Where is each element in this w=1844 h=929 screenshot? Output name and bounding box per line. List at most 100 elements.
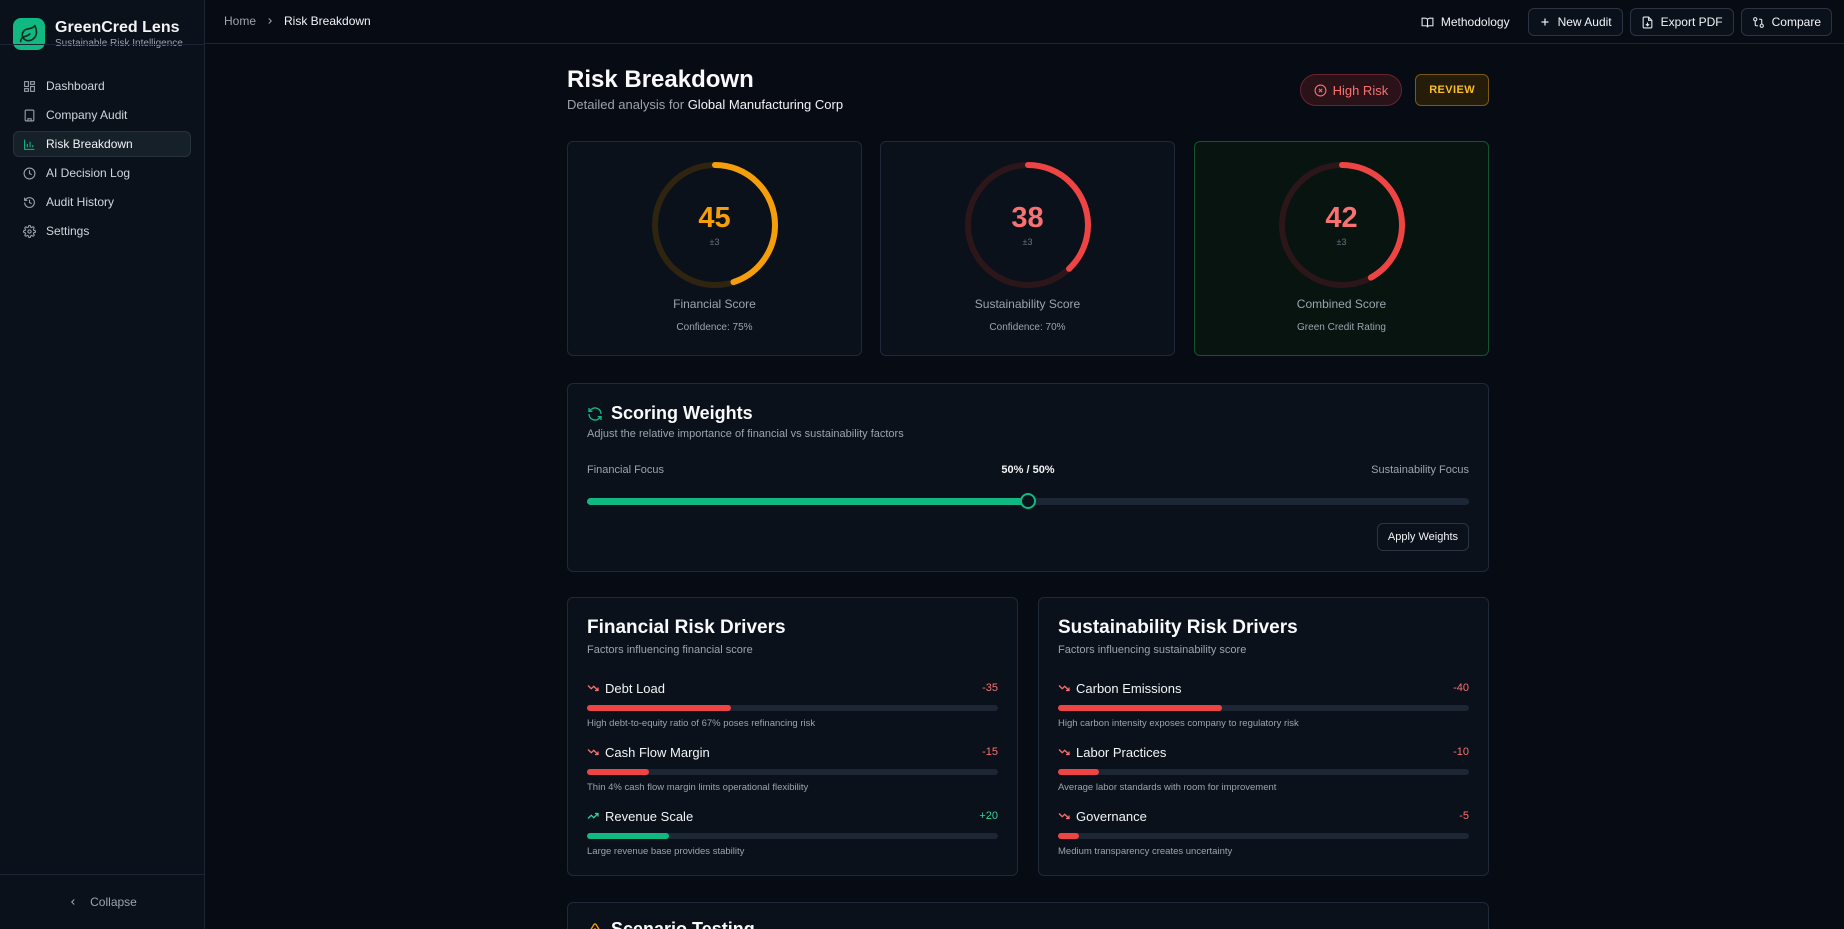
compare-button[interactable]: Compare [1740, 8, 1832, 36]
new-audit-button[interactable]: New Audit [1527, 8, 1623, 36]
chevron-right-icon [268, 18, 273, 24]
scoring-weights-subtitle: Adjust the relative importance of financ… [587, 428, 904, 440]
driver-name: Labor Practices [1076, 744, 1167, 760]
gauge-arc [1279, 162, 1405, 288]
driver-description: Average labor standards with room for im… [1058, 782, 1277, 793]
gear-icon [23, 224, 36, 238]
score-value: 42 [1325, 202, 1358, 234]
financial-drivers-subtitle: Factors influencing financial score [587, 644, 753, 656]
sidebar-item-label: Settings [46, 224, 90, 238]
new-audit-label: New Audit [1557, 15, 1612, 29]
driver-description: High debt-to-equity ratio of 67% poses r… [587, 718, 816, 729]
gauge-arc [652, 162, 778, 288]
financial-drivers-panel: Financial Risk Drivers Factors influenci… [567, 597, 1018, 876]
weight-slider-thumb[interactable] [1020, 493, 1036, 509]
score-label: Sustainability Score [974, 297, 1081, 311]
driver-description: Medium transparency creates uncertainty [1058, 846, 1233, 857]
trending-down-icon [1058, 813, 1070, 820]
driver-value: -35 [982, 682, 998, 694]
scoring-weights-title: Scoring Weights [611, 403, 753, 423]
sidebar-item-label: Risk Breakdown [46, 137, 133, 151]
driver-description: Thin 4% cash flow margin limits operatio… [587, 782, 809, 793]
scenario-testing-title: Scenario Testing [611, 919, 755, 929]
driver-name: Debt Load [605, 680, 665, 696]
toolbar: Methodology New Audit Export PDF Compare [1403, 8, 1832, 36]
weight-split-label: 50% / 50% [1001, 464, 1055, 476]
driver-value: -10 [1453, 746, 1469, 758]
driver-value: -40 [1453, 682, 1469, 694]
plus-icon [1541, 18, 1549, 26]
page-title: Risk Breakdown [567, 66, 754, 93]
scenario-testing-panel: Scenario Testing [567, 902, 1489, 929]
financial-score-gauge [652, 162, 778, 288]
driver-bar [587, 705, 998, 711]
collapse-button[interactable]: Collapse [0, 874, 205, 929]
brand-name: GreenCred Lens [55, 19, 180, 36]
risk-badge-label: High Risk [1332, 82, 1389, 98]
trending-down-icon [587, 685, 599, 692]
grid-icon [24, 80, 35, 92]
sidebar-item-settings[interactable]: Settings [13, 218, 191, 244]
driver-bar-fill [1058, 769, 1100, 775]
score-note: Confidence: 70% [989, 322, 1066, 333]
driver-value: +20 [979, 810, 998, 822]
refresh-icon [588, 406, 602, 421]
brand[interactable]: GreenCred Lens Sustainable Risk Intellig… [0, 12, 204, 56]
financial-focus-label: Financial Focus [587, 464, 665, 476]
compare-arrows-icon [1752, 16, 1764, 28]
driver-bar [587, 833, 998, 839]
apply-weights-button[interactable]: Apply Weights [1376, 523, 1469, 551]
file-download-icon [1642, 16, 1652, 28]
breadcrumb: Home Risk Breakdown [224, 14, 371, 28]
sidebar-item-risk-breakdown[interactable]: Risk Breakdown [13, 131, 191, 157]
sustainability-drivers-panel: Sustainability Risk Drivers Factors infl… [1038, 597, 1489, 876]
x-circle-icon [1314, 84, 1327, 96]
scoring-weights-panel: Scoring Weights Adjust the relative impo… [567, 383, 1489, 572]
driver-row: Governance -5 Medium transparency create… [1058, 807, 1469, 863]
score-note: Green Credit Rating [1297, 322, 1386, 333]
history-icon [24, 196, 35, 208]
risk-badge: High Risk [1299, 74, 1403, 106]
breadcrumb-current: Risk Breakdown [284, 14, 371, 28]
combined-score-gauge [1279, 162, 1405, 288]
driver-row: Debt Load -35 High debt-to-equity ratio … [587, 679, 998, 735]
sidebar-item-label: Company Audit [46, 108, 128, 122]
driver-row: Labor Practices -10 Average labor standa… [1058, 743, 1469, 799]
sidebar-item-label: Dashboard [46, 79, 105, 93]
sidebar-item-audit-history[interactable]: Audit History [13, 189, 191, 215]
breadcrumb-home[interactable]: Home [224, 14, 257, 28]
driver-description: High carbon intensity exposes company to… [1058, 718, 1299, 729]
sidebar-item-company-audit[interactable]: Company Audit [13, 102, 191, 128]
building-icon [24, 109, 35, 121]
company-name: Global Manufacturing Corp [687, 97, 844, 112]
sidebar-divider [0, 44, 205, 45]
trending-down-icon [1058, 749, 1070, 756]
leaf-icon [13, 18, 45, 50]
score-value: 45 [698, 202, 731, 234]
driver-value: -5 [1459, 810, 1469, 822]
driver-bar [1058, 833, 1469, 839]
driver-name: Carbon Emissions [1076, 680, 1182, 696]
driver-bar-fill [587, 769, 649, 775]
driver-bar-fill [1058, 833, 1079, 839]
sustainability-score-gauge [965, 162, 1091, 288]
score-label: Combined Score [1296, 297, 1387, 311]
sidebar-item-label: Audit History [46, 195, 115, 209]
trending-down-icon [587, 749, 599, 756]
driver-bar-fill [587, 705, 731, 711]
score-margin: ±3 [1022, 237, 1033, 247]
driver-row: Cash Flow Margin -15 Thin 4% cash flow m… [587, 743, 998, 799]
clock-icon [23, 167, 36, 179]
sidebar-item-ai-decision-log[interactable]: AI Decision Log [13, 160, 191, 186]
driver-bar-fill [1058, 705, 1223, 711]
export-pdf-button[interactable]: Export PDF [1629, 8, 1734, 36]
gauge-arc [965, 162, 1091, 288]
bar-chart-icon [24, 139, 35, 150]
weight-slider[interactable] [587, 493, 1469, 509]
methodology-button[interactable]: Methodology [1410, 8, 1521, 36]
sidebar-item-dashboard[interactable]: Dashboard [13, 73, 191, 99]
trending-down-icon [1058, 685, 1070, 692]
sustainability-focus-label: Sustainability Focus [1371, 464, 1469, 476]
driver-bar-fill [587, 833, 670, 839]
review-badge: REVIEW [1415, 74, 1489, 106]
